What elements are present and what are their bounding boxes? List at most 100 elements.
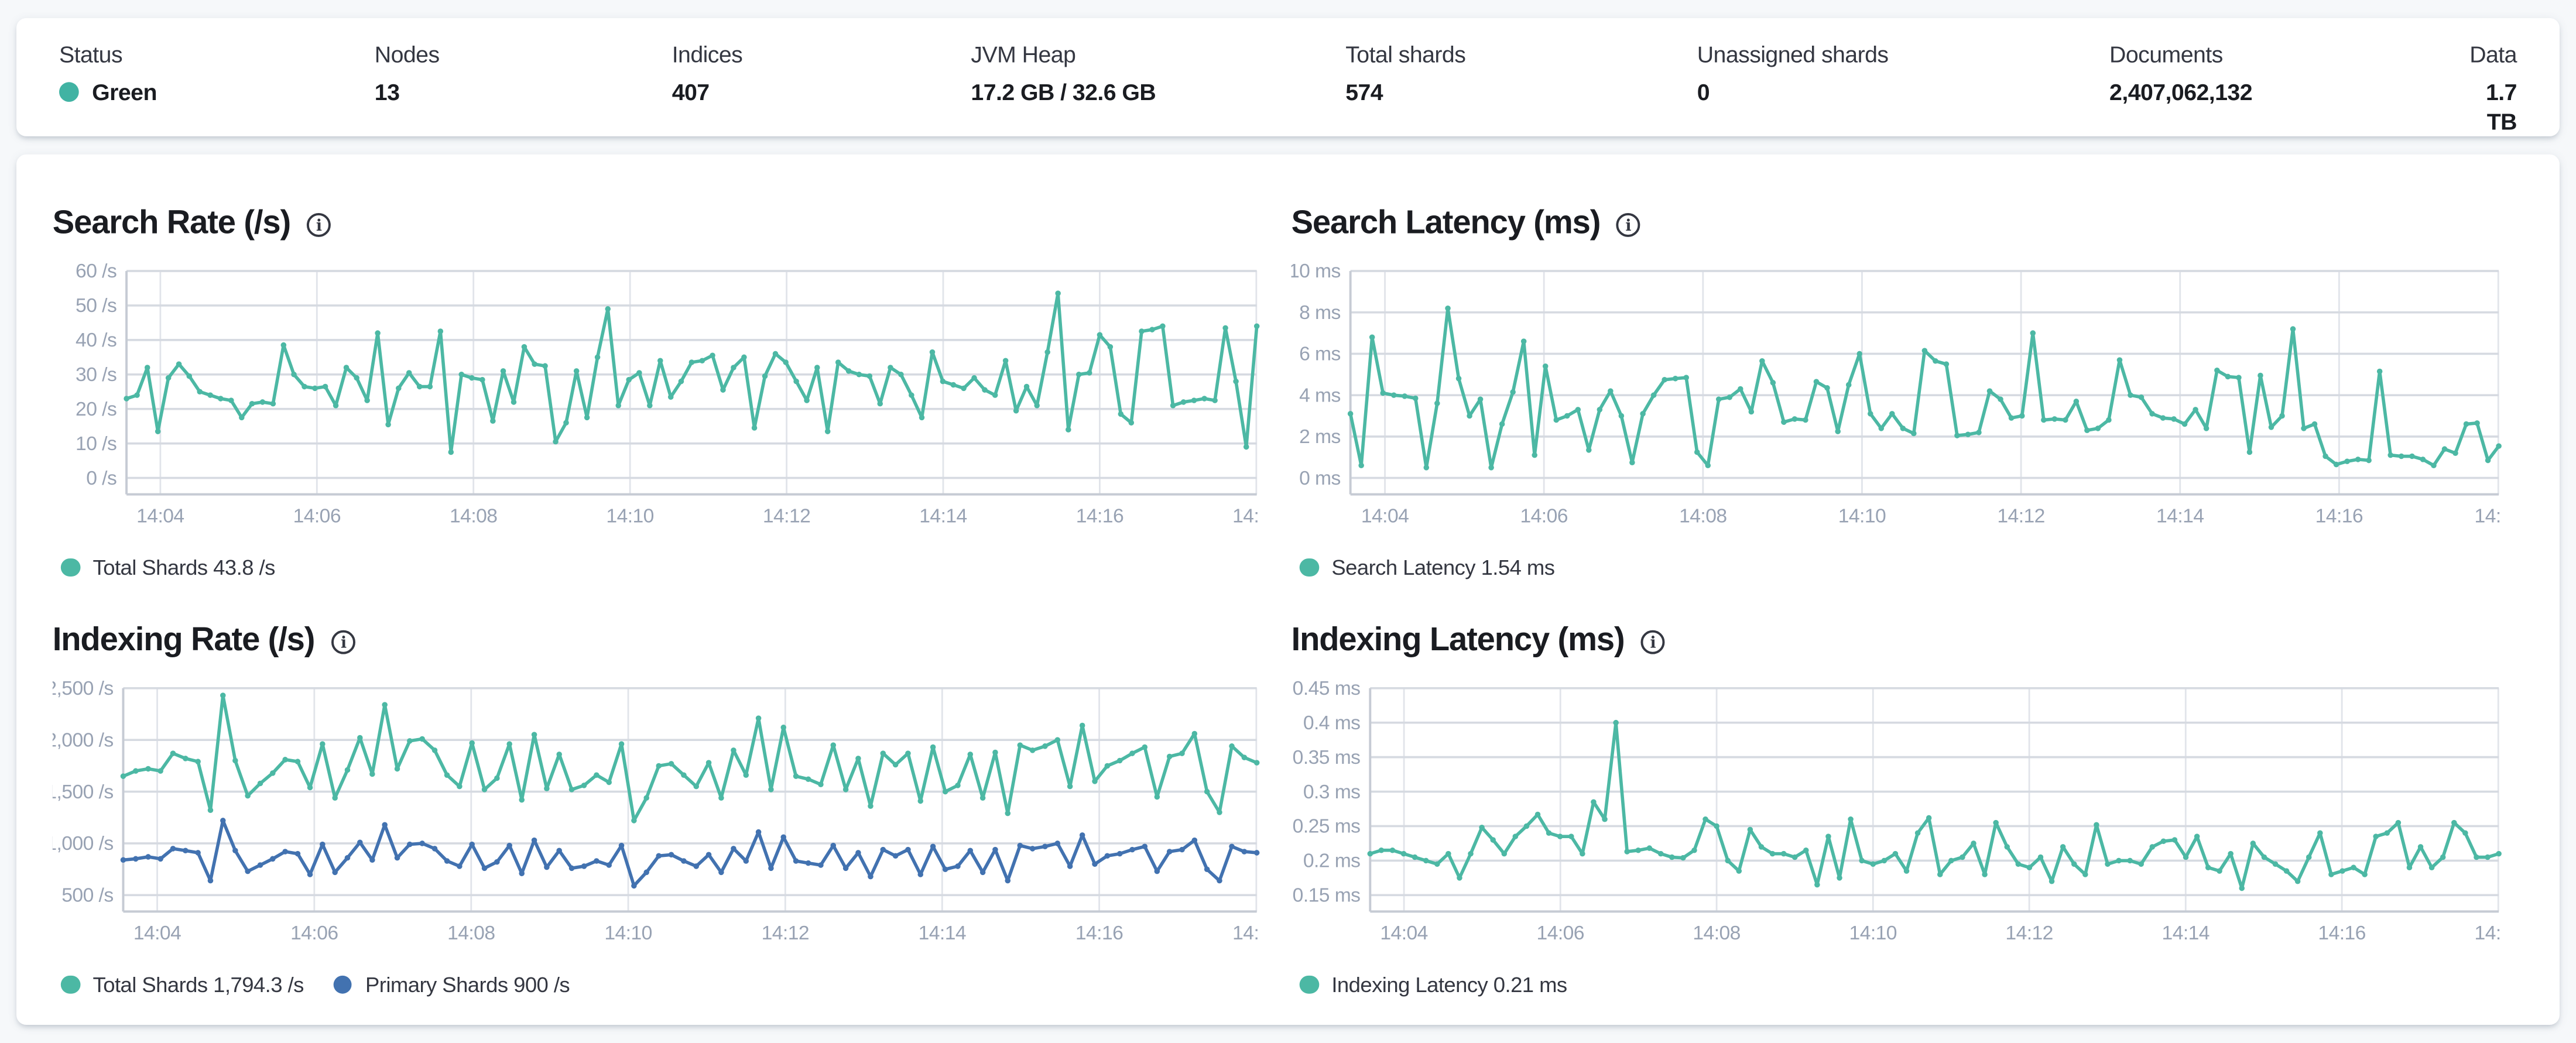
stat-data-size: Data 1.7 TB [2464, 39, 2517, 136]
chart-title: Search Latency (ms) i [1292, 202, 2502, 245]
svg-text:10 ms: 10 ms [1292, 261, 1341, 282]
svg-text:0.3 ms: 0.3 ms [1303, 781, 1361, 803]
stat-value: 13 [374, 78, 400, 105]
charts-grid: Search Rate (/s) i 14:04 14:06 14:08 14:10 1… [16, 155, 2560, 997]
svg-text:14:12: 14:12 [763, 505, 810, 527]
stat-value: 17.2 GB / 32.6 GB [971, 78, 1156, 105]
svg-text:14:08: 14:08 [447, 922, 495, 944]
stat-label: Indices [672, 41, 743, 68]
legend-label: Search Latency 1.54 ms [1331, 555, 1555, 580]
metrics-panel: Search Rate (/s) i 14:04 14:06 14:08 14:10 1… [16, 154, 2560, 1025]
stat-label: Unassigned shards [1697, 41, 1889, 68]
stat-total-shards: Total shards 574 [1345, 39, 1697, 136]
svg-text:2,000 /s: 2,000 /s [53, 729, 114, 751]
svg-text:14:04: 14:04 [133, 922, 181, 944]
svg-text:14:06: 14:06 [293, 505, 341, 527]
svg-text:0 ms: 0 ms [1299, 468, 1341, 489]
info-icon[interactable]: i [1639, 629, 1666, 656]
info-icon[interactable]: i [1615, 212, 1642, 238]
svg-text:14:04: 14:04 [1361, 505, 1409, 527]
info-icon[interactable]: i [305, 212, 331, 238]
svg-text:14:08: 14:08 [1693, 922, 1740, 944]
svg-text:14:16: 14:16 [1076, 505, 1123, 527]
svg-text:500 /s: 500 /s [61, 885, 113, 907]
indexing-rate-chart[interactable]: 14:04 14:06 14:08 14:10 14:12 14:14 14:16 14:18… [53, 678, 1260, 951]
svg-text:14:10: 14:10 [604, 922, 652, 944]
search-latency-chart[interactable]: 14:04 14:06 14:08 14:10 14:12 14:14 14:16 14:18… [1292, 261, 2502, 534]
svg-text:14:16: 14:16 [2318, 922, 2365, 944]
svg-text:14:04: 14:04 [1380, 922, 1427, 944]
cluster-status-bar: Status Green Nodes 13 Indices 407 JVM He… [16, 18, 2560, 136]
svg-text:i: i [1650, 634, 1656, 652]
legend-dot [1299, 558, 1318, 577]
svg-text:14:14: 14:14 [2162, 922, 2210, 944]
legend-item[interactable]: Primary Shards 900 /s [333, 972, 570, 997]
chart-title-text: Indexing Latency (ms) [1291, 622, 1625, 659]
svg-text:20 /s: 20 /s [76, 399, 117, 420]
svg-text:30 /s: 30 /s [76, 364, 117, 386]
svg-text:8 ms: 8 ms [1299, 302, 1341, 324]
svg-text:2,500 /s: 2,500 /s [53, 678, 114, 699]
cluster-stats: Status Green Nodes 13 Indices 407 JVM He… [16, 18, 2560, 136]
svg-text:60 /s: 60 /s [76, 261, 117, 282]
info-icon[interactable]: i [330, 629, 356, 656]
svg-text:14:12: 14:12 [762, 922, 809, 944]
chart-indexing-rate: Indexing Rate (/s) i 14:04 14:06 14:08 14:1… [53, 580, 1260, 997]
svg-text:10 /s: 10 /s [76, 433, 117, 455]
svg-text:14:18: 14:18 [2475, 922, 2502, 944]
svg-text:0.2 ms: 0.2 ms [1303, 850, 1361, 872]
status-health-text: Green [92, 78, 157, 105]
legend-item[interactable]: Indexing Latency 0.21 ms [1299, 972, 1567, 997]
legend-dot [333, 975, 352, 994]
indexing-latency-chart[interactable]: 14:04 14:06 14:08 14:10 14:12 14:14 14:16 14:18… [1292, 678, 2502, 951]
legend-dot [1299, 975, 1318, 994]
svg-text:14:06: 14:06 [1520, 505, 1567, 527]
svg-text:40 /s: 40 /s [76, 330, 117, 351]
chart-title-text: Search Latency (ms) [1291, 205, 1601, 242]
svg-text:i: i [316, 217, 321, 235]
legend-dot [60, 558, 80, 577]
legend-label: Total Shards 1,794.3 /s [93, 972, 304, 997]
legend-item[interactable]: Total Shards 1,794.3 /s [60, 972, 304, 997]
stat-label: JVM Heap [971, 41, 1076, 68]
stat-label: Data [2469, 41, 2517, 68]
chart-title: Indexing Latency (ms) i [1292, 619, 2502, 662]
svg-text:0.45 ms: 0.45 ms [1293, 678, 1361, 699]
legend-label: Indexing Latency 0.21 ms [1331, 972, 1567, 997]
svg-text:4 ms: 4 ms [1299, 385, 1341, 406]
svg-text:i: i [340, 634, 346, 652]
legend-item[interactable]: Total Shards 43.8 /s [60, 555, 276, 580]
svg-text:14:18: 14:18 [2475, 505, 2502, 527]
stat-label: Documents [2109, 41, 2223, 68]
svg-text:14:14: 14:14 [919, 922, 966, 944]
stat-label: Nodes [374, 41, 440, 68]
chart-title: Indexing Rate (/s) i [53, 619, 1260, 662]
svg-text:14:12: 14:12 [2005, 922, 2053, 944]
stat-nodes: Nodes 13 [375, 39, 672, 136]
search-rate-chart[interactable]: 14:04 14:06 14:08 14:10 14:12 14:14 14:16 14:18… [53, 261, 1260, 534]
legend-label: Total Shards 43.8 /s [93, 555, 276, 580]
svg-text:14:18: 14:18 [1232, 922, 1260, 944]
svg-text:14:08: 14:08 [450, 505, 497, 527]
svg-text:14:04: 14:04 [136, 505, 184, 527]
legend-item[interactable]: Search Latency 1.54 ms [1299, 555, 1555, 580]
svg-text:14:14: 14:14 [919, 505, 967, 527]
svg-text:0.35 ms: 0.35 ms [1293, 747, 1361, 768]
svg-text:14:06: 14:06 [1537, 922, 1584, 944]
svg-text:14:10: 14:10 [1838, 505, 1886, 527]
svg-text:i: i [1625, 217, 1631, 235]
chart-search-rate: Search Rate (/s) i 14:04 14:06 14:08 14:10 1… [53, 202, 1260, 580]
svg-text:14:10: 14:10 [606, 505, 653, 527]
svg-text:1,000 /s: 1,000 /s [53, 833, 114, 855]
svg-text:14:10: 14:10 [1849, 922, 1897, 944]
stat-label: Status [59, 41, 123, 68]
svg-text:14:08: 14:08 [1679, 505, 1727, 527]
legend-dot [60, 975, 80, 994]
stat-value: 574 [1345, 78, 1383, 105]
svg-text:6 ms: 6 ms [1299, 344, 1341, 365]
chart-legend: Total Shards 43.8 /s [53, 555, 1260, 580]
stat-jvm-heap: JVM Heap 17.2 GB / 32.6 GB [971, 39, 1345, 136]
chart-title-text: Indexing Rate (/s) [52, 622, 316, 659]
stat-value: 2,407,062,132 [2109, 78, 2253, 105]
